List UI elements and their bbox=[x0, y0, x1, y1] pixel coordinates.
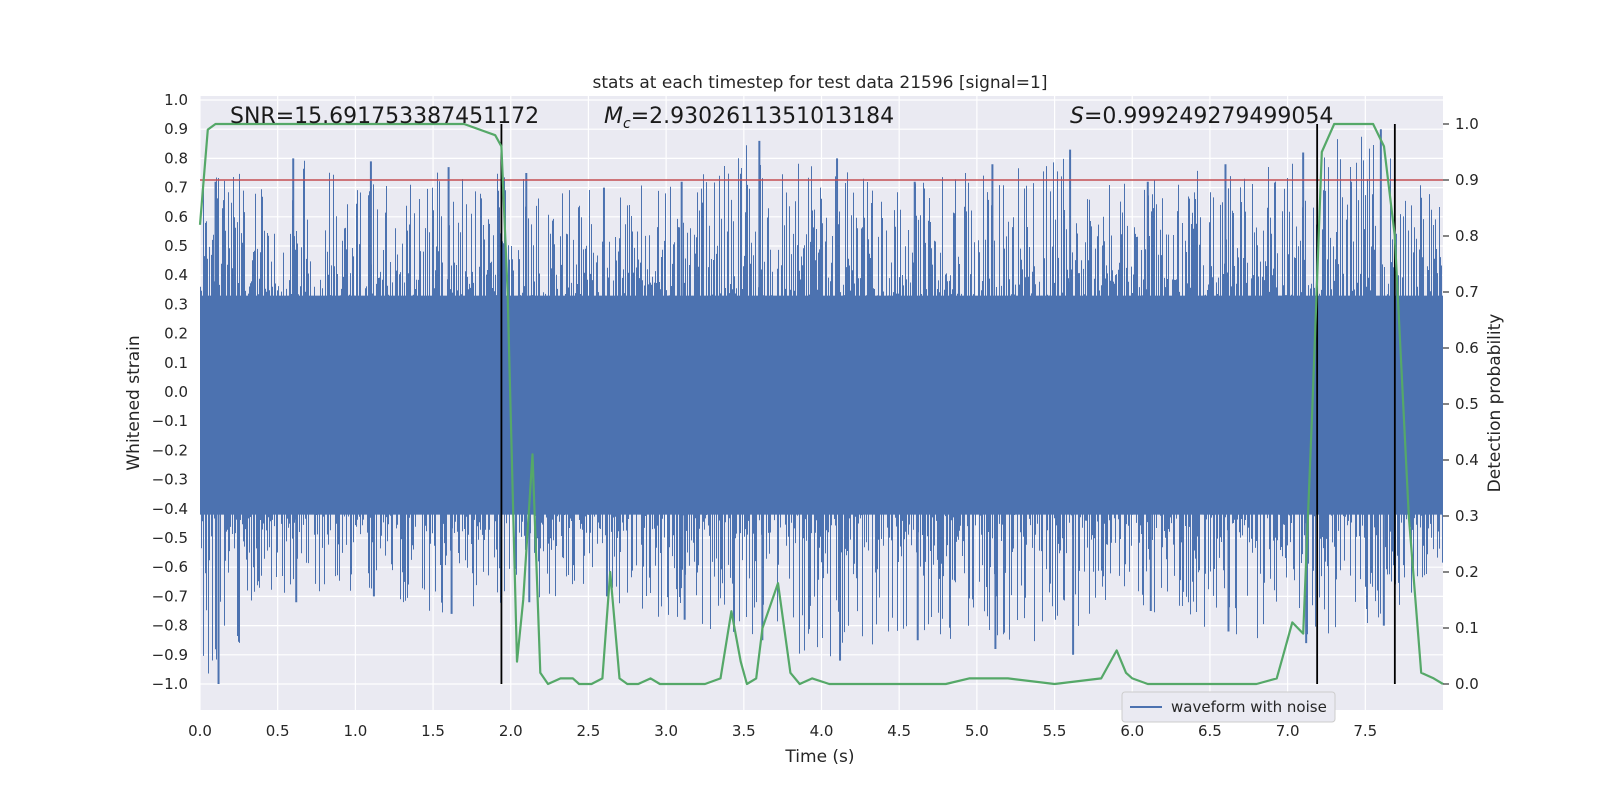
y-tick-label: 0.0 bbox=[164, 383, 188, 401]
x-tick-label: 3.5 bbox=[732, 722, 756, 740]
x-tick-label: 2.5 bbox=[577, 722, 601, 740]
y2-tick-label: 0.5 bbox=[1455, 395, 1479, 413]
y-tick-label: −0.5 bbox=[152, 529, 188, 547]
y-tick-label: −0.4 bbox=[152, 500, 188, 518]
mc-symbol: M bbox=[604, 104, 623, 129]
legend: waveform with noise bbox=[1121, 691, 1336, 723]
y-tick-label: 1.0 bbox=[164, 91, 188, 109]
x-tick-label: 7.5 bbox=[1353, 722, 1377, 740]
y-tick-label: −0.2 bbox=[152, 441, 188, 459]
x-tick-label: 4.0 bbox=[810, 722, 834, 740]
x-tick-label: 0.5 bbox=[266, 722, 290, 740]
x-axis-label: Time (s) bbox=[784, 747, 854, 767]
chart-title: stats at each timestep for test data 215… bbox=[593, 73, 1048, 93]
detection-probability-line bbox=[198, 122, 1444, 686]
y-tick-label: −0.1 bbox=[152, 412, 188, 430]
y-tick-label: −0.8 bbox=[152, 617, 188, 635]
y-tick-label: 0.3 bbox=[164, 295, 188, 313]
y-tick-label: 0.6 bbox=[164, 208, 188, 226]
x-tick-label: 5.0 bbox=[965, 722, 989, 740]
x-tick-label: 3.0 bbox=[654, 722, 678, 740]
y-tick-label: −0.3 bbox=[152, 471, 188, 489]
y2-tick-label: 0.0 bbox=[1455, 675, 1479, 693]
x-tick-label: 2.0 bbox=[499, 722, 523, 740]
y2-tick-label: 0.9 bbox=[1455, 171, 1479, 189]
y2-axis-label: Detection probability bbox=[1485, 314, 1505, 493]
x-tick-label: 5.5 bbox=[1043, 722, 1067, 740]
score-annotation: S=0.999249279499054 bbox=[1070, 104, 1333, 129]
y-tick-label: −0.7 bbox=[152, 587, 188, 605]
y-tick-label: 0.5 bbox=[164, 237, 188, 255]
axes: 0.0 0.5 1.0 1.5 2.0 2.5 3.0 3.5 4.0 4.5 5.0 5.5 6.0 6… bbox=[152, 91, 1479, 740]
y-tick-label: 0.8 bbox=[164, 149, 188, 167]
snr-annotation: SNR=15.691753387451172 bbox=[230, 104, 539, 129]
y2-tick-label: 0.7 bbox=[1455, 283, 1479, 301]
x-tick-label: 7.0 bbox=[1276, 722, 1300, 740]
y2-tick-label: 0.3 bbox=[1455, 507, 1479, 525]
strain-series bbox=[200, 129, 1443, 684]
mc-value: =2.9302611351013184 bbox=[631, 104, 894, 129]
strain-bars bbox=[200, 136, 1443, 674]
y2-tick-label: 0.2 bbox=[1455, 563, 1479, 581]
mc-subscript: c bbox=[623, 116, 631, 132]
overlays bbox=[198, 122, 1444, 686]
x-tick-label: 6.5 bbox=[1198, 722, 1222, 740]
y2-tick-label: 0.1 bbox=[1455, 619, 1479, 637]
chirp-mass-annotation: Mc=2.9302611351013184 bbox=[604, 104, 894, 132]
legend-label: waveform with noise bbox=[1171, 698, 1327, 716]
s-symbol: S bbox=[1070, 104, 1084, 129]
legend-box bbox=[1121, 691, 1336, 723]
x-tick-label: 1.5 bbox=[421, 722, 445, 740]
y-tick-label: −0.9 bbox=[152, 646, 188, 664]
y2-tick-label: 0.8 bbox=[1455, 227, 1479, 245]
y-tick-label: 0.4 bbox=[164, 266, 188, 284]
y-tick-label: 0.1 bbox=[164, 354, 188, 372]
x-tick-label: 4.5 bbox=[887, 722, 911, 740]
s-value: =0.999249279499054 bbox=[1084, 104, 1333, 129]
y-tick-label: −0.6 bbox=[152, 558, 188, 576]
y2-tick-label: 1.0 bbox=[1455, 115, 1479, 133]
y-tick-label: 0.7 bbox=[164, 179, 188, 197]
x-tick-label: 6.0 bbox=[1120, 722, 1144, 740]
y2-tick-label: 0.4 bbox=[1455, 451, 1479, 469]
y-tick-label: 0.2 bbox=[164, 325, 188, 343]
x-tick-label: 0.0 bbox=[188, 722, 212, 740]
y-axis-label: Whitened strain bbox=[124, 335, 144, 470]
x-tick-label: 1.0 bbox=[343, 722, 367, 740]
y-tick-label: −1.0 bbox=[152, 675, 188, 693]
y2-tick-label: 0.6 bbox=[1455, 339, 1479, 357]
y-tick-label: 0.9 bbox=[164, 120, 188, 138]
